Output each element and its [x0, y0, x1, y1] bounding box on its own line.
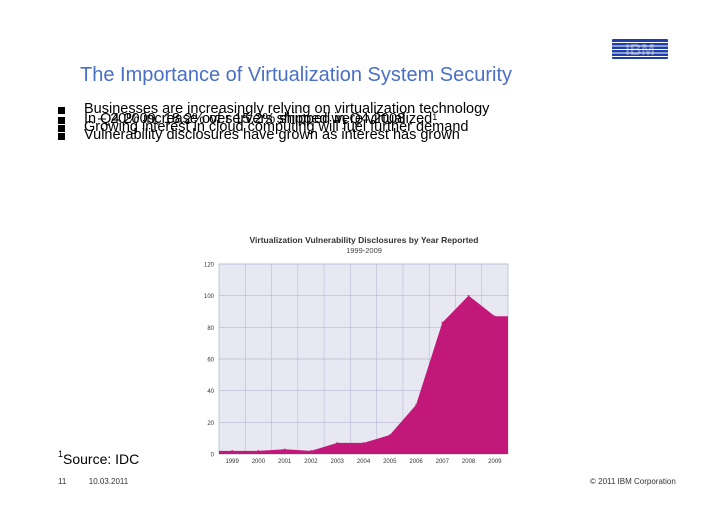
data-point — [336, 442, 339, 444]
data-point — [257, 450, 260, 452]
y-tick-label: 120 — [204, 263, 215, 269]
footnote-number: 1 — [58, 449, 64, 459]
bullet-text: In Q4 2009, 18.2% of servers shipped wer… — [84, 110, 437, 128]
data-point — [494, 315, 496, 318]
bullet-text: Businesses are increasingly relying on v… — [84, 101, 490, 117]
x-tick-label: 2001 — [278, 459, 292, 465]
x-tick-label: 2004 — [357, 459, 371, 465]
data-point — [467, 294, 470, 297]
footnote-ref: 1 — [432, 112, 438, 122]
page-number: 11 — [58, 477, 67, 486]
footnote: 1Source: IDC — [58, 449, 140, 467]
data-point — [283, 448, 286, 451]
footnote-text: Source: IDC — [63, 451, 140, 467]
y-tick-label: 20 — [207, 421, 214, 427]
data-point — [231, 450, 233, 452]
data-point — [362, 442, 365, 444]
ibm-logo-icon: IBM — [612, 39, 668, 59]
slide-title: The Importance of Virtualization System … — [80, 64, 513, 86]
x-tick-label: 2003 — [331, 459, 345, 465]
bullet-text-main: In Q4 2009, 18.2% of servers shipped wer… — [84, 111, 433, 127]
sub-bullet-text: – 20% increase over 15.2% shipped in Q4 … — [98, 111, 406, 127]
y-tick-label: 0 — [211, 453, 215, 459]
x-tick-label: 2006 — [409, 459, 423, 465]
data-point — [388, 434, 391, 436]
x-tick-label: 2007 — [436, 459, 450, 465]
y-tick-label: 40 — [207, 389, 214, 395]
data-point — [310, 450, 312, 452]
x-tick-label: 2008 — [462, 459, 476, 465]
bullet-square-icon — [58, 133, 65, 140]
footer-left: 11 10.03.2011 — [58, 477, 128, 486]
bullet-text: Growing interest in cloud computing will… — [84, 119, 469, 135]
svg-text:IBM: IBM — [625, 42, 654, 59]
x-tick-label: 1999 — [225, 459, 239, 465]
y-tick-label: 100 — [204, 294, 215, 300]
y-tick-label: 80 — [207, 326, 214, 332]
bullet-square-icon — [58, 125, 65, 132]
data-point — [441, 321, 444, 324]
series-area — [219, 295, 508, 454]
x-axis: 1999 2000 2001 2002 2003 2004 2005 2006 2007 2008… — [225, 459, 502, 465]
x-tick-label: 2005 — [383, 459, 397, 465]
copyright: © 2011 IBM Corporation — [590, 477, 676, 486]
chart-title: Virtualization Vulnerability Disclosures… — [250, 235, 479, 245]
y-tick-label: 60 — [207, 358, 214, 364]
footer-date: 10.03.2011 — [88, 477, 129, 486]
bullet-square-icon — [58, 117, 65, 124]
y-axis: 0 20 40 60 80 100 120 — [204, 263, 215, 459]
chart-subtitle: 1999-2009 — [346, 246, 382, 255]
bullet-square-icon — [58, 107, 65, 114]
x-tick-label: 2009 — [488, 459, 502, 465]
data-point — [415, 404, 417, 406]
x-tick-label: 2000 — [252, 459, 266, 465]
bullet-text: Vulnerability disclosures have grown as … — [84, 127, 460, 143]
vulnerability-area-chart: Virtualization Vulnerability Disclosures… — [204, 235, 509, 465]
x-tick-label: 2002 — [304, 459, 318, 465]
